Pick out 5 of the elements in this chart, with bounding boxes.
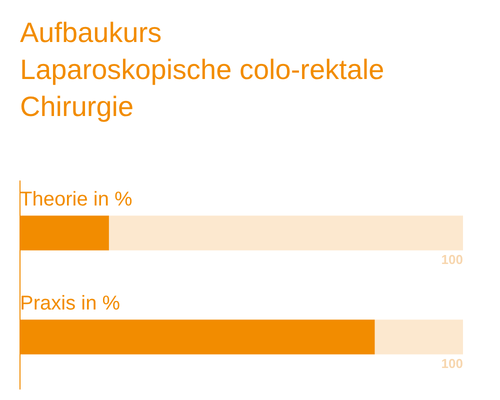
y-tick-label: Theorie in % (20, 188, 132, 211)
annotation: 100 (441, 252, 464, 268)
y-tick-label: Praxis in % (20, 292, 120, 315)
annotation: 100 (441, 356, 464, 372)
chart-title: Aufbaukurs Laparoskopische colo-rektale Chirurgie (20, 16, 384, 124)
